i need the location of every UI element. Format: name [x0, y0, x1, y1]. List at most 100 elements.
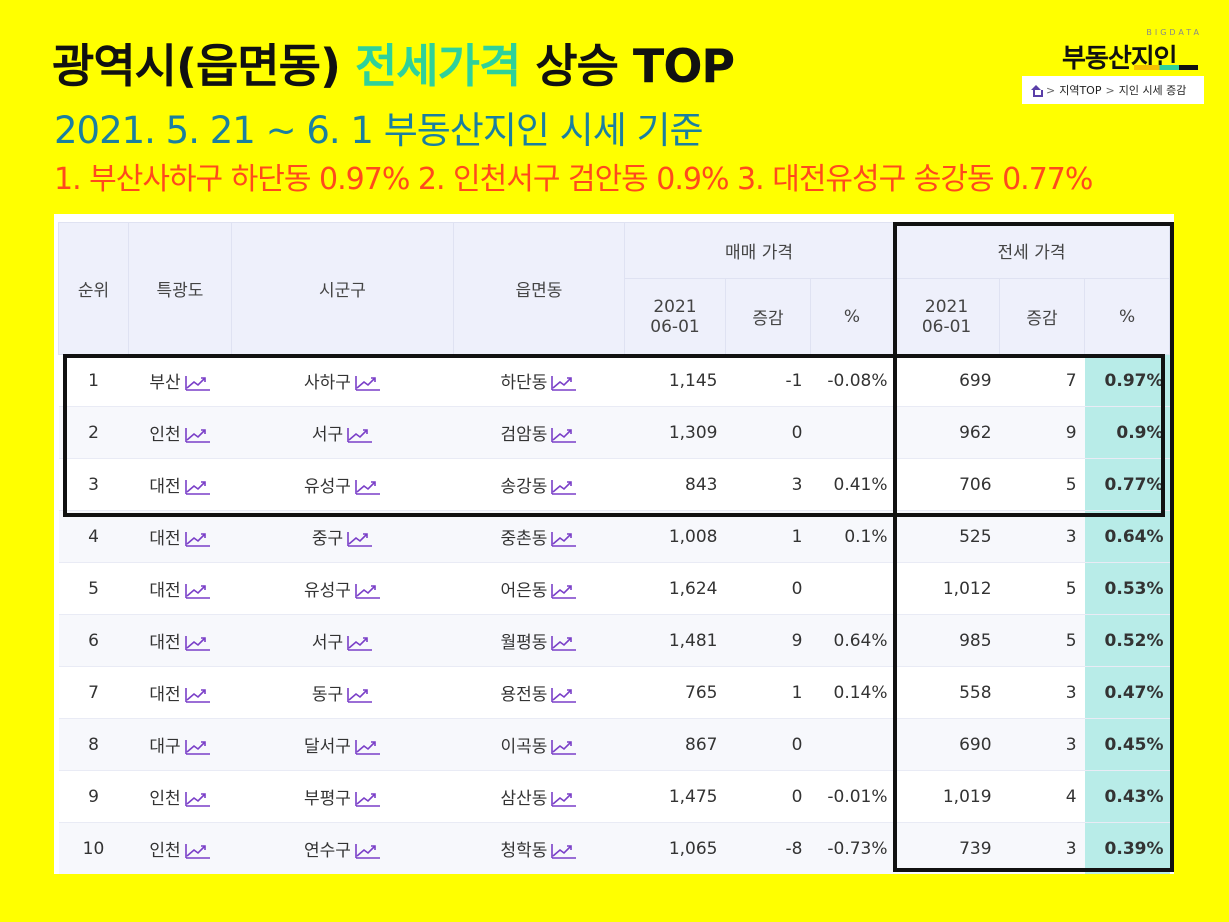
trend-chart-icon[interactable] [184, 427, 211, 443]
top3-summary: 1. 부산사하구 하단동 0.97% 2. 인천서구 검안동 0.9% 3. 대… [54, 162, 1093, 197]
trend-chart-icon[interactable] [551, 531, 577, 547]
cell-town[interactable]: 월평동 [453, 614, 625, 667]
cell-district[interactable]: 달서구 [231, 718, 454, 771]
trend-chart-icon[interactable] [551, 843, 577, 859]
cell-town[interactable]: 이곡동 [453, 718, 625, 771]
header-sale-percent[interactable]: % [809, 278, 895, 355]
trend-chart-icon[interactable] [551, 791, 577, 807]
cell-district[interactable]: 사하구 [231, 354, 454, 407]
trend-chart-icon[interactable] [355, 791, 381, 807]
cell-province-text: 부산 [149, 373, 181, 393]
cell-jeonse-price-text: 525 [959, 526, 992, 547]
cell-district[interactable]: 서구 [231, 406, 454, 459]
cell-jeonse-change-text: 9 [1065, 422, 1077, 443]
header-jeonse-date[interactable]: 2021 06-01 [893, 278, 1001, 355]
cell-jeonse-percent: 0.64% [1084, 510, 1170, 563]
home-icon[interactable] [1030, 84, 1043, 97]
cell-province[interactable]: 대전 [128, 666, 232, 719]
cell-town[interactable]: 검암동 [453, 406, 625, 459]
breadcrumb-item-region-top[interactable]: 지역TOP [1059, 84, 1102, 97]
cell-province[interactable]: 대구 [128, 718, 232, 771]
trend-chart-icon[interactable] [551, 635, 577, 651]
cell-district[interactable]: 부평구 [231, 770, 454, 823]
trend-chart-icon[interactable] [347, 427, 373, 443]
cell-province-text: 대전 [149, 529, 181, 549]
cell-sale-price-text: 1,145 [668, 370, 718, 391]
cell-sale-change: 0 [725, 562, 811, 615]
trend-chart-icon[interactable] [184, 635, 211, 651]
trend-chart-icon[interactable] [184, 479, 211, 495]
trend-chart-icon[interactable] [355, 375, 381, 391]
cell-district[interactable]: 동구 [231, 666, 454, 719]
cell-district[interactable]: 중구 [231, 510, 454, 563]
trend-chart-icon[interactable] [551, 739, 577, 755]
cell-town[interactable]: 하단동 [453, 354, 625, 407]
cell-jeonse-change-text: 3 [1065, 838, 1077, 859]
cell-rank: 5 [58, 562, 129, 615]
brand-logo[interactable]: BIGDATA 부동산지인 [1062, 22, 1202, 74]
cell-sale-percent-text: 0.14% [833, 682, 888, 703]
trend-chart-icon[interactable] [551, 479, 577, 495]
trend-chart-icon[interactable] [347, 687, 373, 703]
cell-district[interactable]: 유성구 [231, 458, 454, 511]
header-town: 읍면동 [453, 222, 625, 355]
trend-chart-icon[interactable] [184, 791, 211, 807]
cell-jeonse-percent: 0.53% [1084, 562, 1170, 615]
trend-chart-icon[interactable] [551, 375, 577, 391]
cell-rank-text: 8 [88, 734, 99, 755]
cell-sale-change: 0 [725, 770, 811, 823]
header-sale-date[interactable]: 2021 06-01 [624, 278, 726, 355]
table-row: 1 부산 사하구 하단동 1,145 -1 -0.08% 699 7 0.97% [58, 354, 1170, 407]
cell-province[interactable]: 인천 [128, 770, 232, 823]
trend-chart-icon[interactable] [184, 843, 211, 859]
cell-district[interactable]: 유성구 [231, 562, 454, 615]
cell-sale-price-text: 765 [685, 682, 718, 703]
cell-district[interactable]: 서구 [231, 614, 454, 667]
title-pre: 광역시(읍면동) [52, 39, 355, 93]
ranking-table-card: 순위 특광도 시군구 읍면동 매매 가격 전세 가격 2021 06-01 증감… [54, 214, 1174, 874]
trend-chart-icon[interactable] [184, 531, 211, 547]
cell-province[interactable]: 대전 [128, 614, 232, 667]
cell-province[interactable]: 대전 [128, 562, 232, 615]
trend-chart-icon[interactable] [347, 635, 373, 651]
trend-chart-icon[interactable] [184, 583, 211, 599]
cell-province[interactable]: 부산 [128, 354, 232, 407]
cell-town[interactable]: 송강동 [453, 458, 625, 511]
breadcrumb-item-price-change[interactable]: 지인 시세 증감 [1118, 84, 1187, 97]
cell-sale-change: 1 [725, 666, 811, 719]
trend-chart-icon[interactable] [355, 479, 381, 495]
trend-chart-icon[interactable] [347, 531, 373, 547]
header-sale-change[interactable]: 증감 [725, 278, 811, 355]
cell-province[interactable]: 대전 [128, 458, 232, 511]
cell-town[interactable]: 청학동 [453, 822, 625, 874]
cell-sale-percent-text: 0.64% [833, 630, 888, 651]
cell-jeonse-change: 3 [999, 822, 1085, 874]
header-rank: 순위 [58, 222, 129, 355]
cell-district[interactable]: 연수구 [231, 822, 454, 874]
header-jeonse-change[interactable]: 증감 [999, 278, 1086, 355]
trend-chart-icon[interactable] [184, 687, 211, 703]
cell-sale-change: 3 [725, 458, 811, 511]
cell-town[interactable]: 용전동 [453, 666, 625, 719]
cell-province[interactable]: 인천 [128, 822, 232, 874]
cell-sale-percent-text: 0.41% [833, 474, 888, 495]
trend-chart-icon[interactable] [184, 739, 211, 755]
trend-chart-icon[interactable] [551, 687, 577, 703]
trend-chart-icon[interactable] [551, 427, 577, 443]
cell-sale-change-text: 0 [791, 578, 803, 599]
trend-chart-icon[interactable] [355, 583, 381, 599]
cell-rank-text: 4 [88, 526, 99, 547]
trend-chart-icon[interactable] [355, 739, 381, 755]
cell-town[interactable]: 어은동 [453, 562, 625, 615]
trend-chart-icon[interactable] [184, 375, 211, 391]
cell-province[interactable]: 대전 [128, 510, 232, 563]
trend-chart-icon[interactable] [355, 843, 381, 859]
trend-chart-icon[interactable] [551, 583, 577, 599]
cell-province[interactable]: 인천 [128, 406, 232, 459]
header-jeonse-percent[interactable]: % [1084, 278, 1171, 355]
cell-town[interactable]: 중촌동 [453, 510, 625, 563]
cell-jeonse-percent-text: 0.52% [1104, 630, 1164, 651]
cell-jeonse-price-text: 1,012 [942, 578, 992, 599]
cell-sale-percent: 0.14% [810, 666, 894, 719]
cell-town[interactable]: 삼산동 [453, 770, 625, 823]
